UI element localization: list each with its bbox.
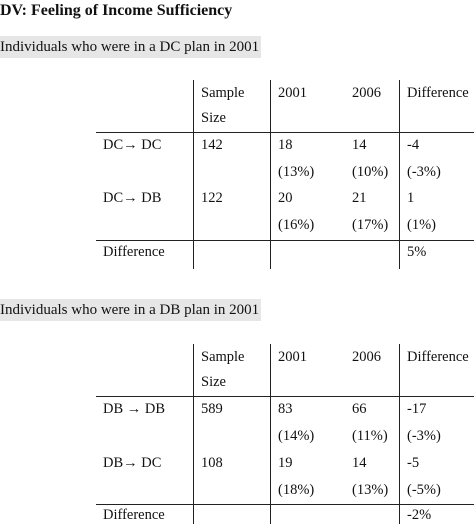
header-sample: Sample bbox=[201, 349, 245, 365]
header-size: Size bbox=[201, 110, 226, 126]
row-label: DC→ DC bbox=[103, 137, 162, 153]
pct-2006: (13%) bbox=[352, 482, 389, 498]
table1-divider bbox=[399, 80, 400, 269]
pct-2001: (14%) bbox=[278, 428, 315, 444]
value-2001: 83 bbox=[278, 401, 293, 417]
table2-divider bbox=[193, 344, 194, 524]
header-2001: 2001 bbox=[278, 85, 307, 101]
header-size: Size bbox=[201, 374, 226, 390]
dv-title: DV: Feeling of Income Sufficiency bbox=[0, 2, 233, 19]
header-difference: Difference bbox=[407, 85, 469, 101]
pct-2006: (17%) bbox=[352, 217, 389, 233]
value-2006: 14 bbox=[352, 455, 367, 471]
sample-size: 589 bbox=[201, 401, 223, 417]
header-2001: 2001 bbox=[278, 349, 307, 365]
difference-label: Difference bbox=[103, 244, 165, 260]
diff-pct: (-3%) bbox=[407, 164, 441, 180]
table1-header-rule bbox=[96, 132, 474, 133]
table2-divider bbox=[270, 344, 271, 524]
diff-pct: (1%) bbox=[407, 217, 436, 233]
row-label: DB → DB bbox=[103, 401, 166, 417]
diff-value: -4 bbox=[407, 137, 420, 153]
table2-diff-rule bbox=[96, 504, 474, 505]
pct-2006: (10%) bbox=[352, 164, 389, 180]
header-2006: 2006 bbox=[352, 85, 381, 101]
table1-divider bbox=[193, 80, 194, 269]
table2-title: Individuals who were in a DB plan in 200… bbox=[0, 299, 262, 321]
diff-pct: (-3%) bbox=[407, 428, 441, 444]
row-label: DB→ DC bbox=[103, 455, 162, 471]
difference-value: 5% bbox=[407, 244, 427, 260]
header-sample: Sample bbox=[201, 85, 245, 101]
diff-value: -17 bbox=[407, 401, 427, 417]
sample-size: 108 bbox=[201, 455, 223, 471]
difference-label: Difference bbox=[103, 507, 165, 523]
header-difference: Difference bbox=[407, 349, 469, 365]
value-2006: 14 bbox=[352, 137, 367, 153]
value-2006: 66 bbox=[352, 401, 367, 417]
value-2006: 21 bbox=[352, 190, 367, 206]
table1-diff-rule bbox=[96, 240, 474, 241]
table2-header-rule bbox=[96, 396, 474, 397]
row-label: DC→ DB bbox=[103, 190, 162, 206]
pct-2001: (13%) bbox=[278, 164, 315, 180]
table2-divider bbox=[399, 344, 400, 524]
difference-value: -2% bbox=[407, 507, 432, 523]
value-2001: 20 bbox=[278, 190, 293, 206]
pct-2001: (18%) bbox=[278, 482, 315, 498]
diff-pct: (-5%) bbox=[407, 482, 441, 498]
value-2001: 18 bbox=[278, 137, 293, 153]
table1-title: Individuals who were in a DC plan in 200… bbox=[0, 36, 262, 58]
diff-value: 1 bbox=[407, 190, 415, 206]
pct-2001: (16%) bbox=[278, 217, 315, 233]
sample-size: 142 bbox=[201, 137, 223, 153]
diff-value: -5 bbox=[407, 455, 420, 471]
header-2006: 2006 bbox=[352, 349, 381, 365]
sample-size: 122 bbox=[201, 190, 223, 206]
value-2001: 19 bbox=[278, 455, 293, 471]
pct-2006: (11%) bbox=[352, 428, 388, 444]
table1-divider bbox=[270, 80, 271, 269]
